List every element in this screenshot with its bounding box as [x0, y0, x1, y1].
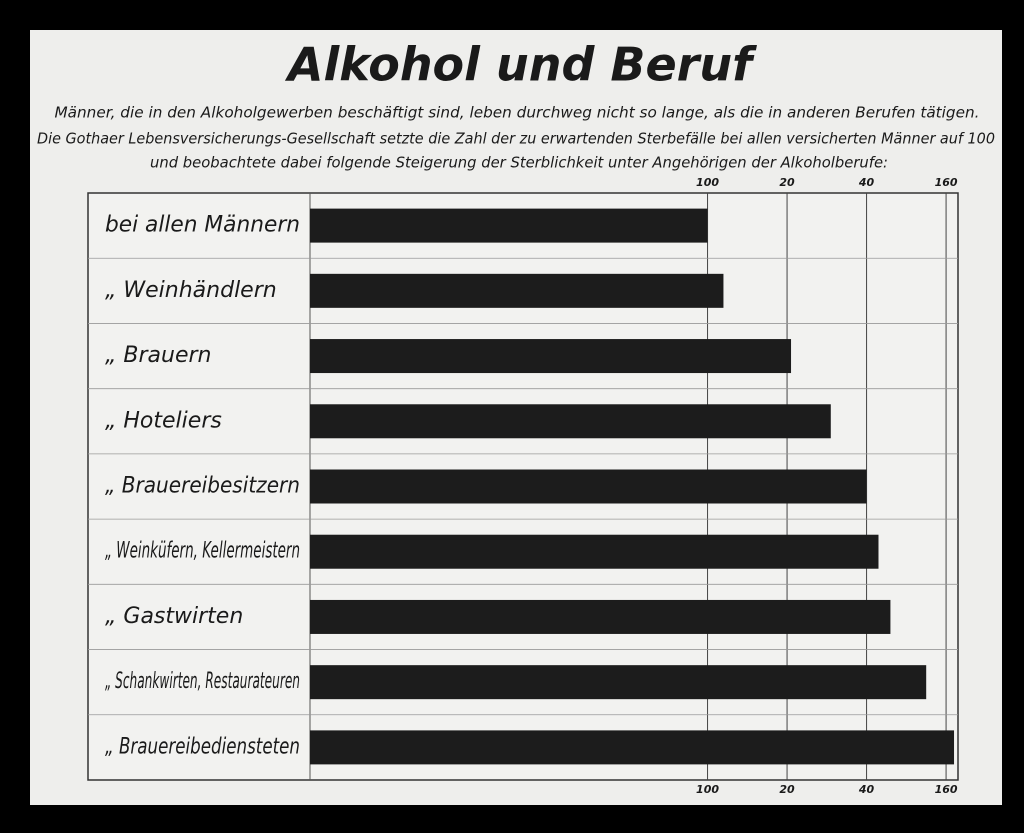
category-label: „ Brauern: [105, 343, 211, 368]
category-label: bei allen Männern: [105, 213, 300, 238]
bar: [310, 469, 867, 504]
x-tick-label-bottom: 20: [779, 783, 795, 796]
category-label: „ Hoteliers: [105, 408, 222, 433]
x-tick-label-top: 160: [935, 176, 958, 189]
x-tick-label-bottom: 160: [935, 783, 958, 796]
category-label: „ Brauereibesitzern: [105, 474, 300, 499]
category-label: „ Weinhändlern: [105, 278, 277, 303]
x-tick-label-top: 100: [696, 176, 719, 189]
subtitle-line: Die Gothaer Lebensversicherungs-Gesellsc…: [37, 130, 995, 148]
subtitle-line: Männer, die in den Alkoholgewerben besch…: [55, 104, 980, 122]
bar: [310, 730, 955, 765]
x-tick-label-top: 20: [779, 176, 795, 189]
bar: [310, 208, 708, 243]
bar: [310, 665, 927, 700]
chart-title: Alkohol und Beruf: [285, 38, 757, 92]
category-label: „ Gastwirten: [105, 604, 243, 629]
category-label: „ Brauereibediensteten: [105, 734, 300, 759]
bar: [310, 599, 891, 634]
x-tick-label-bottom: 100: [696, 783, 719, 796]
bar: [310, 534, 879, 569]
x-tick-label-top: 40: [858, 176, 875, 189]
x-tick-label-bottom: 40: [858, 783, 875, 796]
subtitle-line: und beobachtete dabei folgende Steigerun…: [150, 154, 888, 172]
bar: [310, 404, 831, 439]
category-label: „ Schankwirten, Restaurateuren: [105, 669, 300, 694]
bar: [310, 273, 724, 308]
category-label: „ Weinküfern, Kellermeistern: [105, 539, 300, 564]
bar: [310, 339, 792, 374]
